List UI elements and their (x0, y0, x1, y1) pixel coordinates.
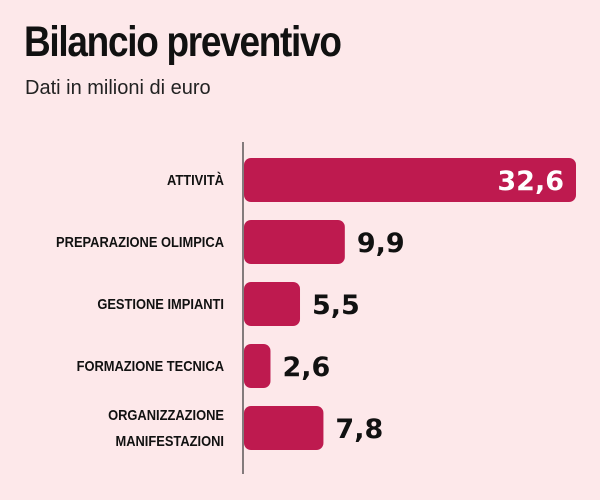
category-label: FORMAZIONE TECNICA (77, 357, 224, 374)
value-label: 5,5 (312, 290, 360, 321)
bar (244, 282, 301, 326)
chart-title: Bilancio preventivo (24, 18, 342, 66)
bar (244, 406, 324, 450)
bar (244, 220, 345, 264)
value-label: 32,6 (497, 166, 564, 197)
category-label: ATTIVITÀ (167, 171, 224, 188)
category-label: PREPARAZIONE OLIMPICA (56, 233, 224, 250)
value-label: 9,9 (357, 228, 405, 259)
category-label: GESTIONE IMPIANTI (97, 295, 224, 312)
category-label: ORGANIZZAZIONE (108, 406, 224, 423)
category-label: MANIFESTAZIONI (115, 432, 224, 449)
value-label: 7,8 (335, 414, 383, 445)
chart-subtitle: Dati in milioni di euro (25, 77, 211, 99)
bar (244, 158, 576, 202)
bar (244, 344, 271, 388)
value-label: 2,6 (282, 352, 330, 383)
